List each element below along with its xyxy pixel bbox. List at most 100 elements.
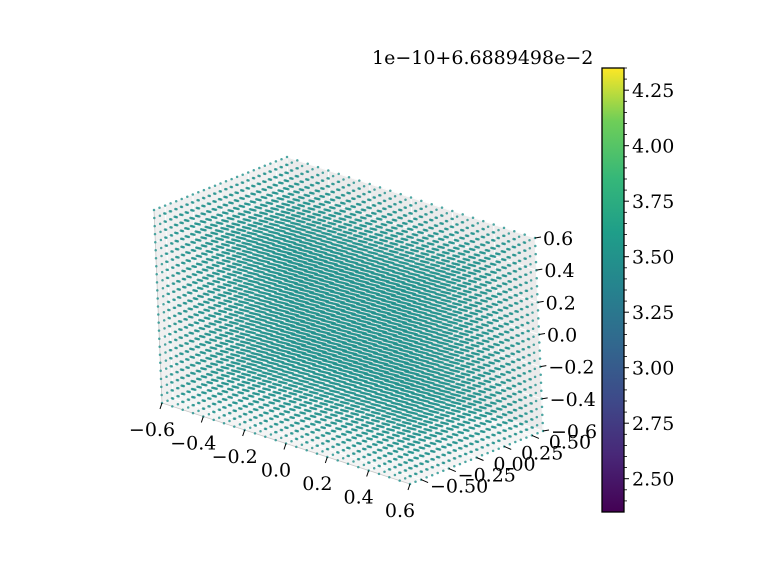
scatter-point xyxy=(451,209,454,213)
scatter-point xyxy=(519,299,522,303)
scatter-point xyxy=(327,169,330,172)
scatter-point xyxy=(512,261,515,265)
scatter-point xyxy=(408,211,411,215)
scatter-point xyxy=(506,240,510,243)
scatter-point xyxy=(296,159,299,162)
scatter-point xyxy=(409,204,412,207)
scatter-point xyxy=(507,279,510,283)
scatter-point xyxy=(524,281,527,284)
scatter-point xyxy=(311,168,314,171)
scatter-point xyxy=(533,367,537,371)
scatter-point xyxy=(351,197,354,200)
scatter-point xyxy=(337,172,340,176)
scatter-point xyxy=(440,214,443,217)
scatter-point xyxy=(518,283,522,287)
scatter-point xyxy=(538,357,542,360)
scatter-point xyxy=(524,428,528,431)
scatter-point xyxy=(529,402,532,405)
scatter-point xyxy=(522,372,525,375)
scatter-point xyxy=(502,298,506,301)
scatter-point xyxy=(491,231,495,234)
scatter-point xyxy=(459,236,462,240)
scatter-point xyxy=(529,263,532,266)
scatter-point xyxy=(514,309,517,313)
scatter-point xyxy=(525,436,528,439)
scatter-point xyxy=(262,172,266,175)
scatter-point xyxy=(515,334,518,337)
scatter-point xyxy=(532,335,535,338)
scatter-point xyxy=(504,346,508,350)
scatter-point xyxy=(420,199,423,203)
scatter-point xyxy=(449,225,453,228)
scatter-point xyxy=(538,341,541,344)
scatter-point xyxy=(528,238,531,242)
scatter-point xyxy=(528,247,532,250)
scatter-point xyxy=(267,177,271,181)
scatter-point xyxy=(508,312,512,315)
scatter-point xyxy=(526,329,529,333)
scatter-point xyxy=(528,377,531,381)
scatter-point xyxy=(502,234,505,237)
scatter-point xyxy=(532,351,536,355)
scatter-point xyxy=(393,195,397,198)
scatter-point xyxy=(397,216,400,219)
scatter-point xyxy=(506,386,509,390)
scatter-point xyxy=(407,219,411,223)
scatter-point xyxy=(430,203,433,206)
scatter-point xyxy=(357,187,360,190)
scatter-point xyxy=(308,191,312,194)
scatter-point xyxy=(533,359,536,363)
scatter-point xyxy=(290,161,294,164)
scatter-point xyxy=(536,431,539,435)
scatter-point xyxy=(527,353,530,357)
scatter-point xyxy=(377,201,380,205)
scatter-point xyxy=(506,255,509,259)
scatter-point xyxy=(512,269,516,273)
scatter-point xyxy=(378,193,381,197)
scatter-point xyxy=(424,205,428,208)
scatter-point xyxy=(444,227,447,231)
scatter-point xyxy=(376,209,380,213)
scatter-point xyxy=(298,188,302,191)
scatter-point xyxy=(392,210,395,214)
scatter-point xyxy=(371,203,375,207)
scatter-point xyxy=(399,192,402,196)
scatter-point xyxy=(346,191,349,195)
scatter-point xyxy=(294,174,298,178)
scatter-point xyxy=(342,178,345,181)
scatter-point xyxy=(506,247,509,251)
scatter-point xyxy=(536,293,539,296)
scatter-point xyxy=(335,188,339,191)
scatter-point xyxy=(339,201,343,205)
scatter-point xyxy=(482,219,485,223)
scatter-point xyxy=(284,171,287,174)
scatter-point xyxy=(514,317,518,321)
scatter-point xyxy=(433,224,437,227)
scatter-point xyxy=(523,249,526,252)
scatter-point xyxy=(289,176,292,180)
scatter-point xyxy=(423,220,426,224)
scatter-point xyxy=(531,327,535,330)
scatter-point xyxy=(424,213,427,216)
scatter-point xyxy=(387,205,391,208)
scatter-point xyxy=(511,384,515,388)
scatter-point xyxy=(537,317,540,320)
scatter-point xyxy=(252,169,256,172)
scatter-point xyxy=(531,311,534,314)
scatter-point xyxy=(391,218,395,221)
scatter-point xyxy=(526,321,529,325)
scatter-point xyxy=(513,293,517,297)
scatter-point xyxy=(505,370,509,374)
scatter-point xyxy=(418,215,422,218)
scatter-point xyxy=(368,182,371,186)
scatter-point xyxy=(515,350,519,353)
scatter-point xyxy=(517,390,521,393)
scatter-point xyxy=(289,169,293,172)
scatter-point xyxy=(507,288,511,291)
scatter-point xyxy=(525,305,528,309)
scatter-point xyxy=(316,165,320,169)
scatter-point xyxy=(455,223,458,226)
scatter-point xyxy=(329,198,333,201)
scatter-point xyxy=(389,189,392,193)
scatter-point xyxy=(520,331,524,335)
